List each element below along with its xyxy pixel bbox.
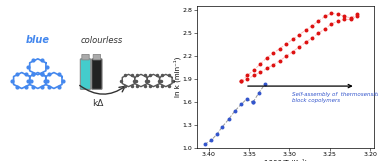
Point — [264, 67, 270, 70]
Point — [322, 27, 328, 30]
Point — [243, 98, 249, 100]
FancyBboxPatch shape — [92, 59, 102, 89]
Point — [302, 41, 308, 44]
Point — [214, 133, 220, 136]
Point — [290, 50, 296, 53]
Point — [208, 139, 214, 142]
Text: kΔ: kΔ — [93, 99, 104, 108]
Point — [270, 63, 276, 66]
Point — [277, 47, 283, 50]
Point — [245, 78, 251, 80]
Point — [251, 74, 257, 77]
Point — [264, 57, 270, 59]
Point — [251, 69, 257, 71]
Point — [335, 13, 341, 15]
Point — [341, 15, 347, 18]
FancyBboxPatch shape — [82, 54, 89, 60]
Point — [245, 74, 251, 77]
Point — [262, 82, 268, 85]
Text: blue: blue — [26, 35, 50, 45]
Point — [257, 71, 263, 74]
Point — [277, 60, 283, 62]
Y-axis label: ln k (min⁻¹): ln k (min⁻¹) — [174, 57, 181, 97]
Point — [290, 38, 296, 41]
Text: Self-assembly of  thermosensitive
block copolymers: Self-assembly of thermosensitive block c… — [292, 92, 378, 103]
Point — [238, 103, 244, 106]
FancyBboxPatch shape — [93, 54, 101, 60]
Point — [256, 92, 262, 94]
Text: colourless: colourless — [81, 36, 123, 45]
Point — [226, 118, 232, 120]
Point — [348, 17, 354, 19]
Point — [257, 63, 263, 65]
Point — [309, 24, 315, 27]
Point — [201, 143, 208, 146]
Point — [328, 12, 335, 15]
Point — [296, 33, 302, 36]
X-axis label: 1000/T (K⁻¹): 1000/T (K⁻¹) — [264, 159, 307, 161]
Point — [238, 80, 244, 83]
Point — [270, 52, 276, 54]
Point — [302, 29, 308, 31]
Point — [354, 13, 360, 15]
Point — [283, 43, 289, 45]
Point — [309, 37, 315, 39]
Point — [231, 110, 237, 113]
Point — [238, 80, 244, 83]
Point — [316, 20, 322, 22]
Point — [296, 46, 302, 48]
Point — [328, 23, 335, 25]
Point — [335, 20, 341, 22]
Point — [219, 125, 225, 128]
Point — [316, 32, 322, 34]
Point — [348, 18, 354, 21]
Point — [283, 55, 289, 57]
Point — [322, 15, 328, 18]
FancyBboxPatch shape — [80, 59, 91, 89]
Point — [250, 101, 256, 104]
Point — [250, 101, 256, 104]
Point — [354, 15, 360, 18]
Point — [341, 18, 347, 21]
